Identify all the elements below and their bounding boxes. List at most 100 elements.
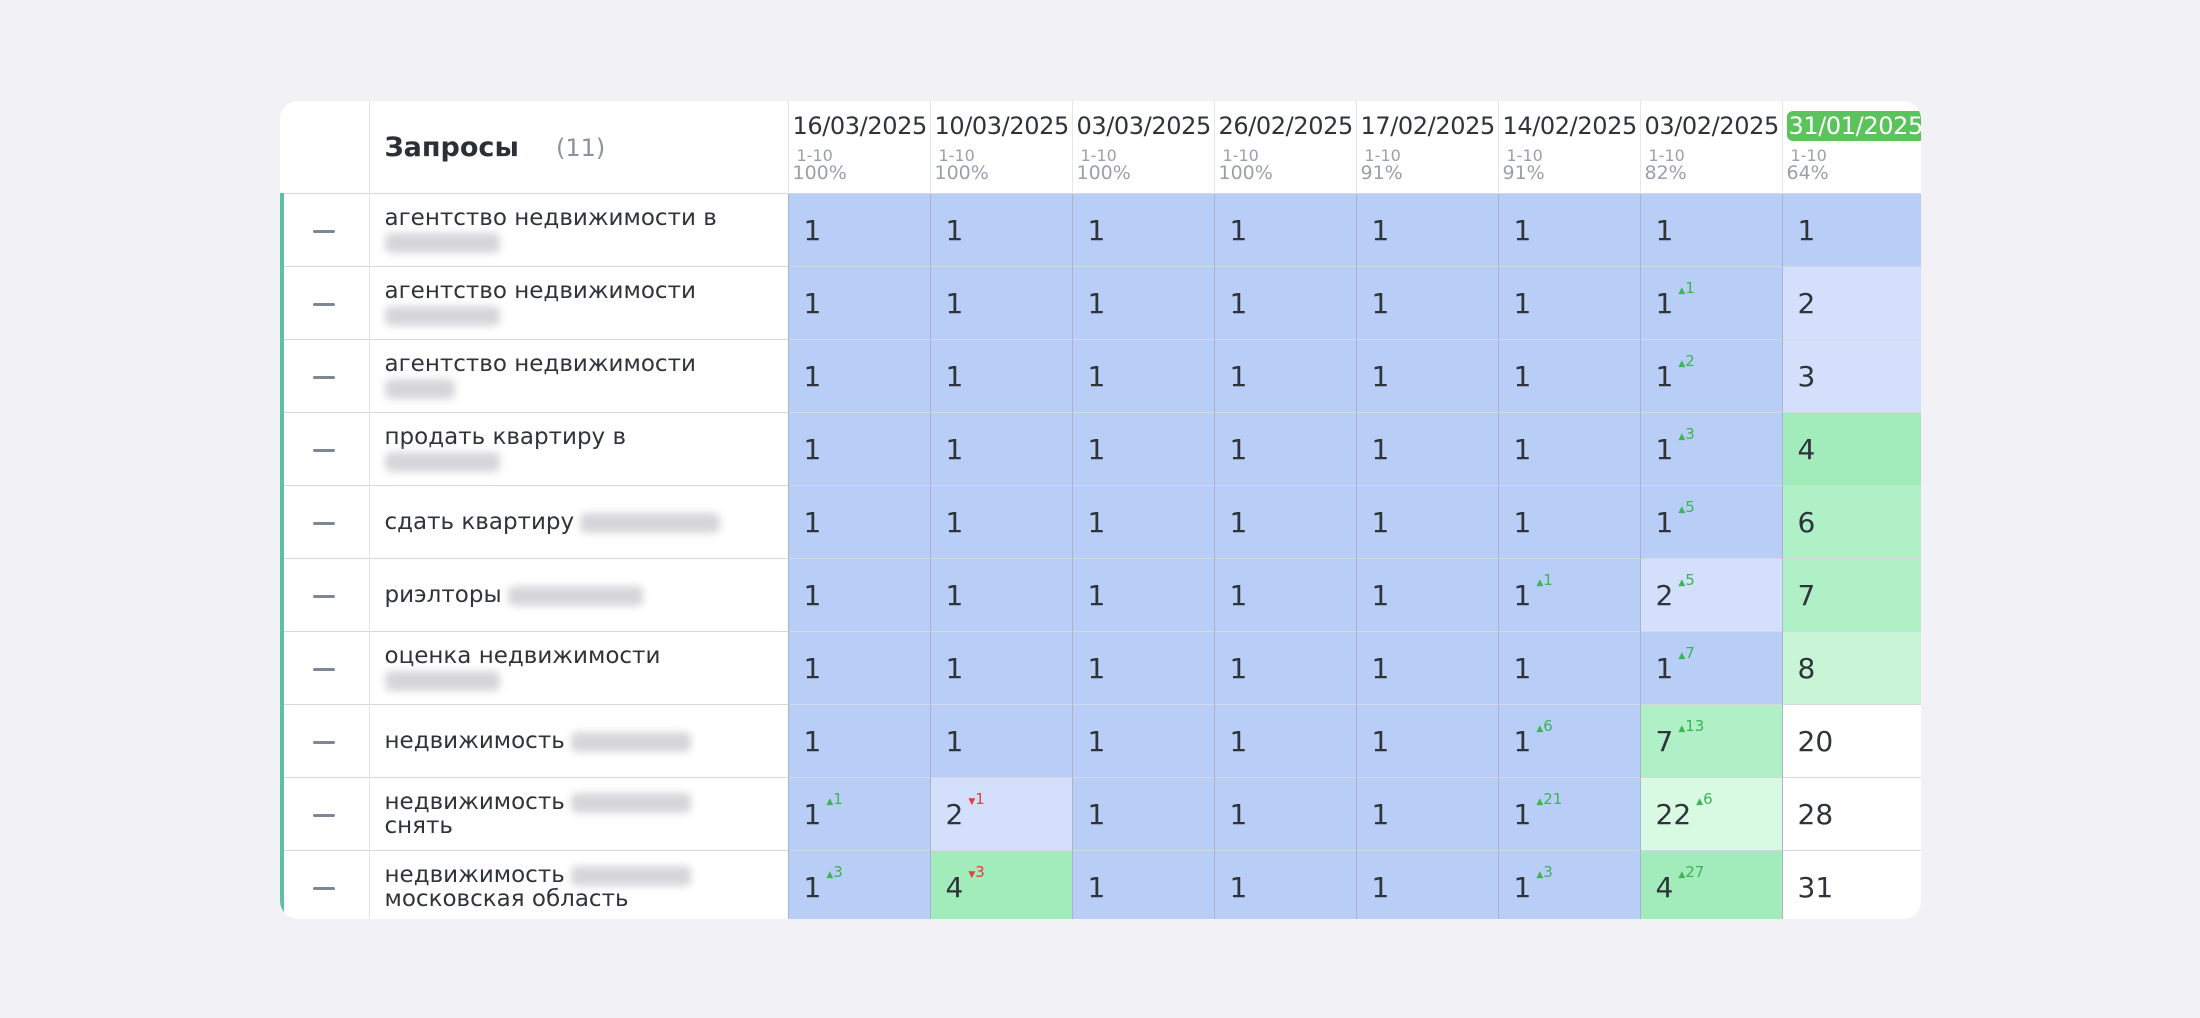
position-value: 2 xyxy=(1655,578,1674,612)
date-column-header[interactable]: 17/02/2025 1-10 91% xyxy=(1355,101,1498,194)
table-row[interactable]: продать квартиру в 1 1 1 1 1 1 1 ▲3 4 xyxy=(280,412,1921,486)
table-row[interactable]: оценка недвижимости 1 1 1 1 1 1 1 ▲7 8 xyxy=(280,631,1921,705)
position-cell: 8 xyxy=(1781,631,1921,705)
position-change-value: 3 xyxy=(1685,424,1695,443)
date-label[interactable]: 16/03/2025 xyxy=(792,112,928,140)
position-cell: 1 xyxy=(1213,266,1356,340)
row-control[interactable] xyxy=(280,777,370,851)
position-cell: 1 xyxy=(1497,266,1640,340)
position-change-up: ▲1 xyxy=(1536,571,1552,589)
table-row[interactable]: агентство недвижимости в 1 1 1 1 1 1 1 1 xyxy=(280,193,1921,267)
date-column-header[interactable]: 16/03/2025 1-10 100% xyxy=(787,101,930,194)
date-label[interactable]: 03/02/2025 xyxy=(1644,112,1780,140)
position-value: 4 xyxy=(1655,870,1674,904)
position-cell: 1 xyxy=(1071,704,1214,778)
date-label[interactable]: 03/03/2025 xyxy=(1076,112,1212,140)
position-value: 1 xyxy=(1513,797,1532,831)
position-value: 1 xyxy=(1513,651,1532,685)
date-label[interactable]: 17/02/2025 xyxy=(1360,112,1496,140)
position-cell: 1 xyxy=(929,193,1072,267)
date-column-header[interactable]: 14/02/2025 1-10 91% xyxy=(1497,101,1640,194)
query-cell: продать квартиру в xyxy=(369,412,788,486)
row-control[interactable] xyxy=(280,412,370,486)
query-text: снять xyxy=(384,813,453,839)
minus-icon[interactable] xyxy=(313,448,336,452)
date-label[interactable]: 10/03/2025 xyxy=(934,112,1070,140)
position-cell: 1 xyxy=(1213,485,1356,559)
row-control[interactable] xyxy=(280,558,370,632)
row-control[interactable] xyxy=(280,193,370,267)
position-cell: 1 xyxy=(787,412,930,486)
date-label-highlighted[interactable]: 31/01/2025 xyxy=(1786,111,1921,141)
minus-icon[interactable] xyxy=(313,740,336,744)
minus-icon[interactable] xyxy=(313,229,336,233)
table-row[interactable]: агентство недвижимости 1 1 1 1 1 1 1 ▲1 2 xyxy=(280,266,1921,340)
position-value: 1 xyxy=(1513,213,1532,247)
minus-icon[interactable] xyxy=(313,886,336,890)
position-value: 1 xyxy=(1371,505,1390,539)
date-column-header[interactable]: 26/02/2025 1-10 100% xyxy=(1213,101,1356,194)
redacted-text xyxy=(384,451,500,472)
row-control[interactable] xyxy=(280,485,370,559)
minus-icon[interactable] xyxy=(313,813,336,817)
position-value: 1 xyxy=(1229,432,1248,466)
date-column-header[interactable]: 03/02/2025 1-10 82% xyxy=(1639,101,1782,194)
query-cell: оценка недвижимости xyxy=(369,631,788,705)
row-control[interactable] xyxy=(280,850,370,919)
minus-icon[interactable] xyxy=(313,594,336,598)
position-cell: 2 ▲5 xyxy=(1639,558,1782,632)
redacted-text xyxy=(384,232,500,253)
position-cell: 31 xyxy=(1781,850,1921,919)
minus-icon[interactable] xyxy=(313,302,336,306)
position-change-value: 13 xyxy=(1685,716,1705,735)
table-row[interactable]: недвижимость снять 1 ▲1 2 ▼1 1 1 1 1 ▲21 22 ▲6 28 xyxy=(280,777,1921,851)
arrow-up-icon: ▲ xyxy=(1678,869,1686,880)
query-text: агентство недвижимости в xyxy=(384,205,717,231)
row-control[interactable] xyxy=(280,266,370,340)
arrow-up-icon: ▲ xyxy=(1678,650,1686,661)
query-cell: недвижимость московская область xyxy=(369,850,788,919)
row-control[interactable] xyxy=(280,704,370,778)
arrow-up-icon: ▲ xyxy=(826,796,834,807)
position-value: 1 xyxy=(1087,578,1106,612)
query-cell: недвижимость снять xyxy=(369,777,788,851)
table-row[interactable]: риэлторы 1 1 1 1 1 1 ▲1 2 ▲5 7 xyxy=(280,558,1921,632)
position-value: 1 xyxy=(1087,359,1106,393)
date-label[interactable]: 14/02/2025 xyxy=(1502,112,1638,140)
position-cell: 20 xyxy=(1781,704,1921,778)
top10-percent: 100% xyxy=(1218,162,1273,184)
range-label: 1-10 xyxy=(796,146,833,165)
row-control[interactable] xyxy=(280,339,370,413)
minus-icon[interactable] xyxy=(313,667,336,671)
position-value: 1 xyxy=(803,651,822,685)
position-change-up: ▲6 xyxy=(1536,717,1552,735)
table-row[interactable]: сдать квартиру 1 1 1 1 1 1 1 ▲5 6 xyxy=(280,485,1921,559)
minus-icon[interactable] xyxy=(313,521,336,525)
position-cell: 2 ▼1 xyxy=(929,777,1072,851)
position-value: 4 xyxy=(945,870,964,904)
date-column-header-active[interactable]: 31/01/2025 1-10 64% xyxy=(1781,101,1921,194)
date-label[interactable]: 26/02/2025 xyxy=(1218,112,1354,140)
table-row[interactable]: недвижимость 1 1 1 1 1 1 ▲6 7 ▲13 20 xyxy=(280,704,1921,778)
position-cell: 1 xyxy=(1355,777,1498,851)
position-cell: 1 xyxy=(1213,558,1356,632)
date-column-header[interactable]: 10/03/2025 1-10 100% xyxy=(929,101,1072,194)
position-cell: 1 xyxy=(1071,193,1214,267)
position-value: 1 xyxy=(1513,286,1532,320)
row-control[interactable] xyxy=(280,631,370,705)
top10-percent: 100% xyxy=(1076,162,1131,184)
position-cell: 1 xyxy=(787,631,930,705)
position-value: 1 xyxy=(1087,870,1106,904)
position-cell: 1 xyxy=(1355,704,1498,778)
range-label: 1-10 xyxy=(1222,146,1259,165)
position-change-up: ▲3 xyxy=(826,863,842,881)
table-row[interactable]: агентство недвижимости 1 1 1 1 1 1 1 ▲2 3 xyxy=(280,339,1921,413)
table-row[interactable]: недвижимость московская область 1 ▲3 4 ▼3 1 1 1 1… xyxy=(280,850,1921,919)
date-column-header[interactable]: 03/03/2025 1-10 100% xyxy=(1071,101,1214,194)
minus-icon[interactable] xyxy=(313,375,336,379)
position-cell: 4 xyxy=(1781,412,1921,486)
position-value: 1 xyxy=(803,870,822,904)
query-text: риэлторы xyxy=(384,582,502,608)
redacted-text xyxy=(384,305,500,326)
position-cell: 1 ▲2 xyxy=(1639,339,1782,413)
